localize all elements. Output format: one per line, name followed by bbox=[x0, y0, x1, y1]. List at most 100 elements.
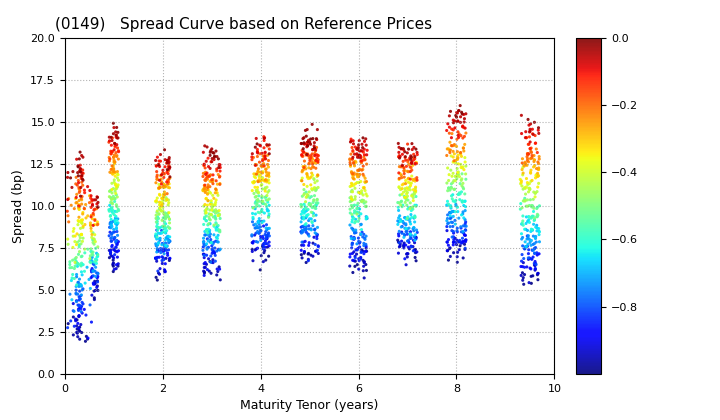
Point bbox=[104, 247, 115, 254]
Point bbox=[395, 218, 406, 225]
Point bbox=[105, 249, 117, 256]
Point bbox=[86, 265, 98, 272]
Point bbox=[401, 202, 413, 209]
Point bbox=[214, 181, 225, 188]
Point bbox=[105, 216, 117, 223]
Point bbox=[393, 207, 405, 214]
Point bbox=[202, 230, 213, 236]
Point bbox=[259, 150, 271, 156]
Point bbox=[532, 184, 544, 190]
Point bbox=[396, 191, 408, 198]
Point bbox=[111, 131, 122, 138]
Point bbox=[113, 207, 125, 214]
Point bbox=[161, 196, 173, 202]
Point bbox=[199, 177, 210, 184]
Point bbox=[353, 167, 364, 174]
Point bbox=[312, 184, 324, 191]
Point bbox=[516, 251, 528, 258]
Point bbox=[200, 217, 212, 224]
Point bbox=[205, 197, 217, 204]
Point bbox=[70, 195, 81, 202]
Point bbox=[533, 225, 544, 232]
Point bbox=[357, 157, 369, 164]
Point bbox=[69, 259, 81, 266]
Point bbox=[163, 163, 174, 170]
Point bbox=[258, 134, 270, 141]
Point bbox=[247, 257, 258, 264]
Point bbox=[445, 205, 456, 211]
Point bbox=[454, 189, 465, 196]
Point bbox=[154, 235, 166, 242]
Point bbox=[71, 199, 83, 206]
Point bbox=[445, 202, 456, 209]
Point bbox=[299, 141, 310, 147]
Point bbox=[109, 228, 120, 235]
Point bbox=[208, 239, 220, 246]
Point bbox=[518, 281, 529, 288]
Point bbox=[530, 233, 541, 240]
Point bbox=[448, 236, 459, 243]
Point bbox=[521, 236, 533, 242]
Point bbox=[310, 212, 322, 218]
Point bbox=[441, 180, 453, 186]
Point bbox=[405, 160, 417, 166]
Point bbox=[91, 254, 103, 260]
Point bbox=[76, 231, 87, 238]
Point bbox=[161, 160, 173, 166]
Point bbox=[441, 239, 453, 246]
Point bbox=[210, 189, 221, 196]
Point bbox=[84, 259, 96, 265]
Point bbox=[253, 172, 265, 179]
Point bbox=[158, 250, 170, 257]
Point bbox=[528, 158, 540, 165]
Point bbox=[402, 226, 413, 232]
Point bbox=[517, 171, 528, 178]
Point bbox=[73, 189, 85, 196]
Point bbox=[398, 234, 410, 241]
Point bbox=[534, 153, 545, 160]
Point bbox=[74, 149, 86, 155]
Point bbox=[528, 216, 540, 223]
Point bbox=[87, 236, 99, 243]
Point bbox=[151, 227, 163, 234]
Point bbox=[92, 273, 104, 280]
Point bbox=[300, 189, 312, 195]
Point bbox=[522, 116, 534, 123]
Point bbox=[307, 156, 318, 163]
Point bbox=[162, 235, 174, 242]
Point bbox=[456, 182, 467, 189]
Point bbox=[249, 205, 261, 212]
Point bbox=[85, 222, 96, 228]
Point bbox=[86, 201, 98, 208]
Point bbox=[204, 173, 215, 179]
Point bbox=[408, 237, 419, 244]
Point bbox=[459, 207, 471, 214]
Point bbox=[86, 204, 97, 211]
Point bbox=[404, 218, 415, 225]
Point bbox=[209, 153, 220, 160]
Point bbox=[301, 212, 312, 219]
Point bbox=[109, 181, 121, 188]
Point bbox=[348, 207, 360, 214]
Point bbox=[346, 225, 358, 231]
Point bbox=[357, 197, 369, 204]
Point bbox=[351, 179, 363, 186]
Point bbox=[531, 188, 543, 195]
Point bbox=[251, 141, 263, 147]
Point bbox=[302, 257, 314, 264]
Point bbox=[307, 135, 319, 142]
Point bbox=[518, 186, 529, 192]
Point bbox=[346, 211, 358, 218]
Point bbox=[86, 267, 97, 274]
Point bbox=[392, 237, 403, 244]
Point bbox=[298, 206, 310, 213]
Point bbox=[264, 196, 275, 202]
Point bbox=[250, 144, 261, 151]
Point bbox=[347, 257, 359, 264]
Point bbox=[112, 194, 123, 200]
Point bbox=[153, 205, 165, 212]
Point bbox=[206, 212, 217, 218]
Point bbox=[399, 232, 410, 239]
Point bbox=[262, 199, 274, 205]
Point bbox=[87, 267, 99, 274]
